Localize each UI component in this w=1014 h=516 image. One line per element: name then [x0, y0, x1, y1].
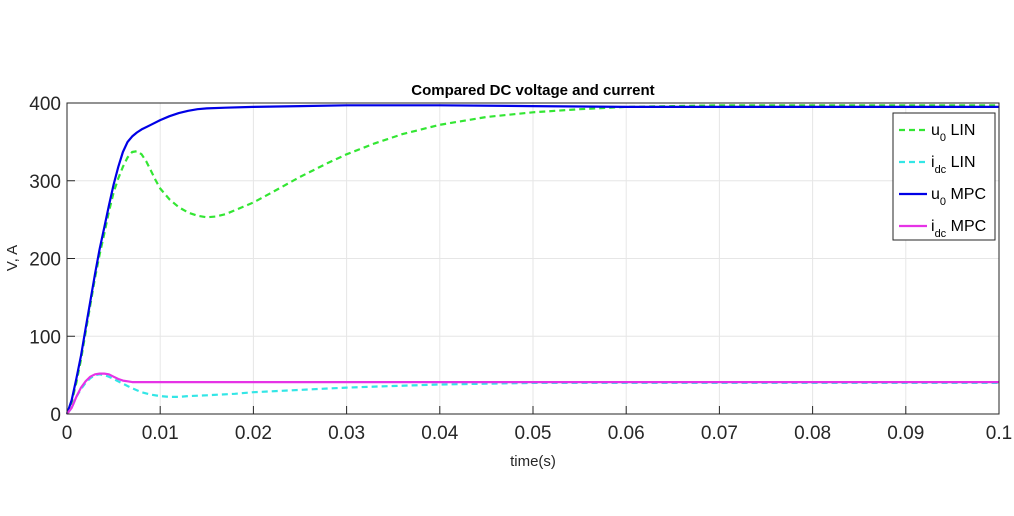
x-tick-label: 0.03 [328, 423, 365, 444]
x-tick-label: 0.04 [421, 423, 458, 444]
series-line-idc-mpc [66, 372, 999, 415]
legend-entry-label: idc MPC [931, 218, 986, 240]
y-tick-label: 200 [29, 250, 61, 271]
x-tick-label: 0 [62, 423, 73, 444]
x-tick-label: 0.1 [986, 423, 1012, 444]
legend: u0 LIN idc LIN u0 MPC idc MPC [892, 112, 996, 241]
legend-box [892, 112, 996, 241]
x-axis-label: time(s) [510, 453, 556, 470]
series-line-u0-mpc [65, 104, 999, 415]
chart-title: Compared DC voltage and current [411, 82, 654, 99]
x-tick-label: 0.01 [142, 423, 179, 444]
y-axis-ticks: 0 100 200 300 400 [29, 94, 75, 426]
y-tick-label: 100 [29, 327, 61, 348]
x-axis-ticks: 0 0.01 0.02 0.03 0.04 0.05 0.06 0.07 0.08 0.09 0.1 [62, 406, 1012, 444]
legend-entry-label: idc LIN [931, 154, 976, 176]
legend-entry-label: u0 MPC [931, 186, 986, 208]
legend-entry-label: u0 LIN [931, 122, 975, 144]
x-tick-label: 0.07 [701, 423, 738, 444]
series-layer [65, 104, 999, 415]
series-line-u0-lin [65, 104, 999, 415]
x-tick-label: 0.06 [608, 423, 645, 444]
y-tick-label: 300 [29, 172, 61, 193]
x-tick-label: 0.08 [794, 423, 831, 444]
y-axis-label: V, A [4, 245, 21, 271]
x-tick-label: 0.09 [887, 423, 924, 444]
y-tick-label: 400 [29, 94, 61, 115]
x-tick-label: 0.02 [235, 423, 272, 444]
x-tick-label: 0.05 [515, 423, 552, 444]
y-tick-label: 0 [50, 405, 61, 426]
